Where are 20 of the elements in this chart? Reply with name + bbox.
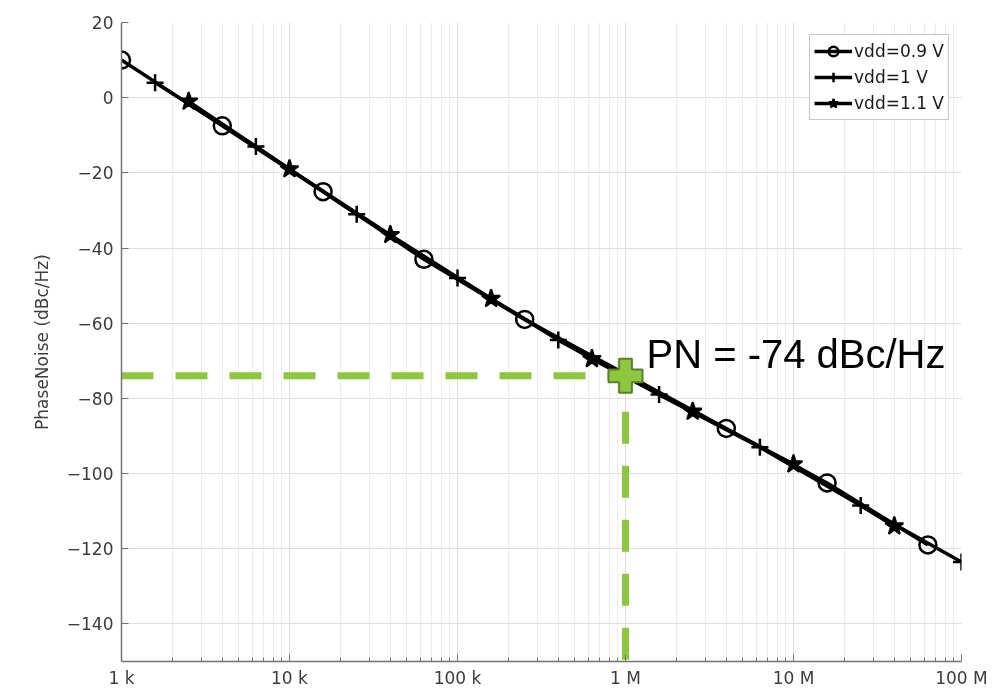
legend-label: vdd=1.1 V [854,92,944,115]
y-tick-label: −140 [66,614,114,635]
y-tick-label: −60 [77,313,114,334]
y-tick-label: 0 [102,88,114,109]
x-tick-label: 100 M [935,667,988,688]
x-tick-label: 1 M [610,667,641,688]
annotation: PN = -74 dBc/Hz [646,331,946,376]
y-tick-label: −100 [66,464,114,485]
legend-label: vdd=1 V [854,66,928,89]
y-tick-label: 20 [91,13,114,33]
x-tick-label: 100 k [433,667,482,688]
y-tick-label: −20 [77,163,114,184]
y-tick-label: −40 [77,238,114,259]
y-axis-title: PhaseNoise (dBc/Hz) [31,254,52,430]
x-tick-label: 1 k [108,667,135,688]
x-tick-label: 10 k [271,667,309,688]
y-tick-label: −80 [77,388,114,409]
y-tick-label: −120 [66,539,114,560]
legend-label: vdd=0.9 V [854,40,944,63]
x-tick-label: 10 M [772,667,815,688]
